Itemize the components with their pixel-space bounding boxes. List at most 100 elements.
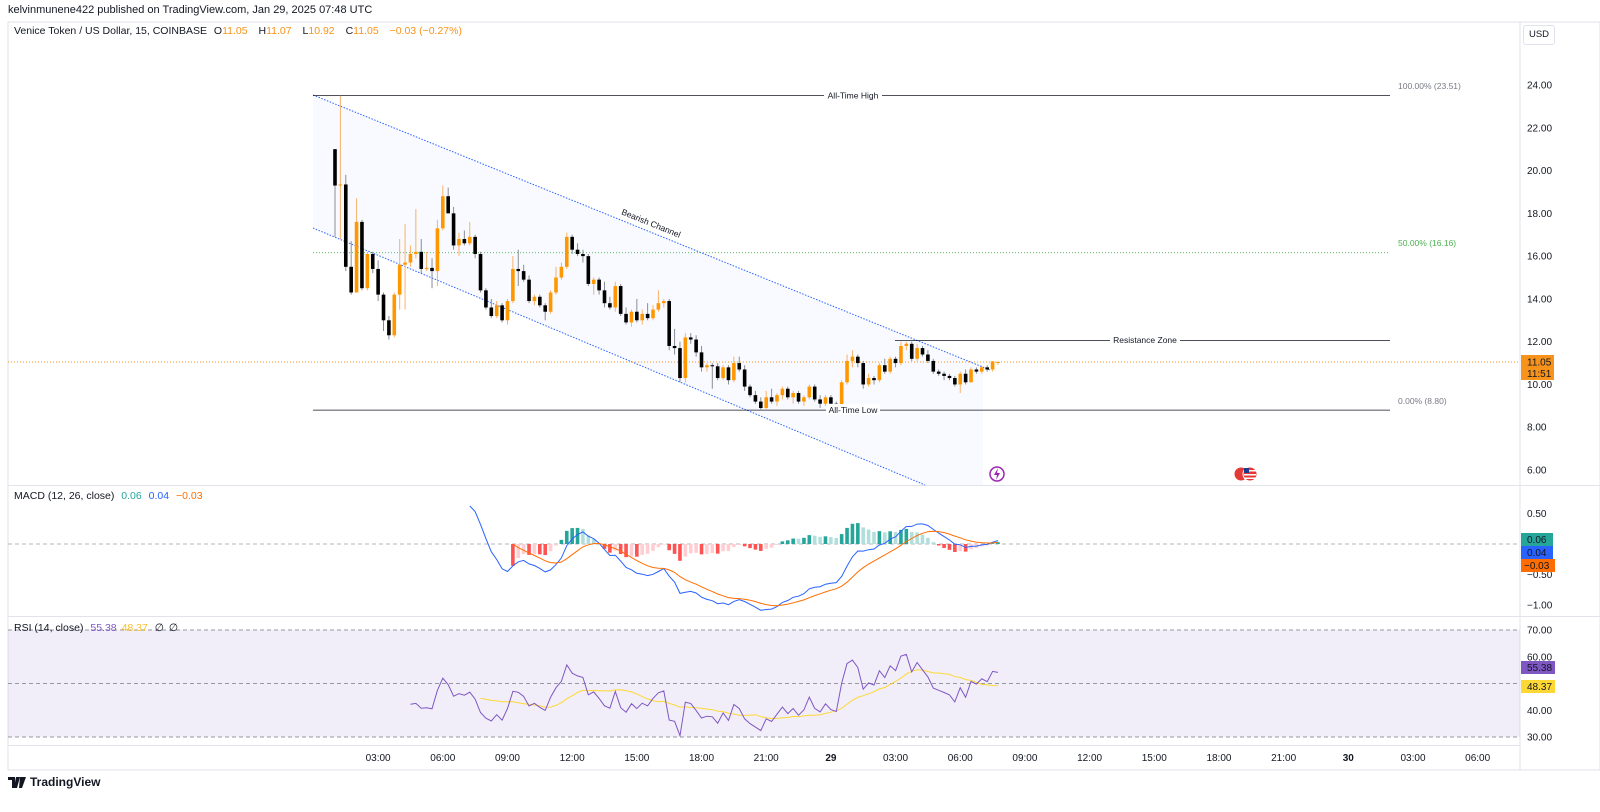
candle [726, 365, 731, 385]
candle-body [963, 373, 968, 383]
rsi-axis-label: 40.00 [1527, 706, 1552, 717]
all-time-low-label: All-Time Low [829, 405, 879, 415]
price-axis-label: 6.00 [1527, 466, 1547, 477]
candle-body [559, 266, 564, 278]
macd-histogram-bar [942, 544, 946, 548]
us-flag-event-icon[interactable] [1233, 466, 1258, 482]
candle [484, 288, 488, 310]
tradingview-logo-text: TradingView [30, 775, 101, 789]
bearish-channel[interactable] [312, 94, 991, 486]
candle [548, 290, 553, 314]
candle [872, 375, 876, 385]
axes: 24.00 22.00 20.00 18.00 16.00 14.00 12.00 10.00… [366, 81, 1553, 765]
candle [769, 388, 774, 404]
candle-body [489, 307, 494, 317]
macd-histogram-bar [882, 532, 887, 544]
macd-histogram-bar [564, 530, 569, 544]
price-axis-label: 20.00 [1527, 166, 1552, 177]
macd-legend[interactable]: MACD (12, 26, close) 0.06 0.04 −0.03 [14, 490, 203, 502]
candle-body [856, 356, 860, 364]
currency-button[interactable]: USD [1523, 25, 1555, 45]
candle-body [376, 268, 380, 295]
candle-body [764, 397, 768, 408]
candle-body [597, 279, 601, 291]
candle-body [538, 296, 542, 306]
candle-body [430, 267, 434, 272]
candle-body [829, 397, 833, 404]
rsi-legend[interactable]: RSI (14, close) 55.38 48.37 ∅ ∅ [14, 622, 178, 634]
macd-histogram-bar [575, 527, 580, 544]
macd-histogram-bar [694, 544, 698, 553]
candle [575, 243, 580, 257]
macd-histogram-bar [667, 544, 671, 551]
candle [926, 350, 930, 364]
candle-body [403, 262, 407, 265]
candle-body [370, 253, 375, 269]
rsi-band [8, 629, 1520, 738]
lightning-event-icon[interactable] [989, 466, 1005, 482]
candle-body [807, 386, 812, 398]
candle-body [532, 296, 537, 302]
macd-histogram-bar [953, 544, 957, 552]
channel-fill [313, 95, 983, 485]
publisher-line: kelvinmunene422 published on TradingView… [8, 4, 373, 16]
candle-body [500, 305, 504, 321]
macd-histogram-bar [866, 529, 871, 544]
candle-body [608, 303, 612, 308]
time-axis-label: 15:00 [1142, 753, 1167, 764]
last-price: 11.05 [1527, 358, 1552, 369]
candle-body [866, 378, 871, 385]
candle [392, 292, 397, 338]
candle-body [381, 294, 386, 321]
time-axis-label: 09:00 [495, 753, 520, 764]
macd-histogram-bar [807, 535, 812, 544]
candle [678, 341, 682, 383]
candle-body [732, 363, 736, 381]
candle [656, 290, 661, 312]
macd-histogram-bar [764, 544, 768, 549]
macd-histogram-bar [570, 528, 574, 544]
macd-histogram-bar [936, 544, 941, 546]
candle-body [467, 236, 472, 244]
candle [586, 253, 591, 287]
candle-body [591, 279, 596, 284]
macd-histogram-bar [581, 528, 585, 544]
macd-histogram-bar [661, 544, 666, 545]
candle [990, 360, 995, 372]
candle-body [839, 382, 844, 406]
candle-body [414, 251, 418, 254]
macd-histogram-bar [990, 543, 995, 544]
macd-line-value: 0.04 [148, 490, 170, 502]
candle-body [877, 365, 882, 381]
candle [635, 298, 639, 323]
candle-body [699, 352, 704, 368]
macd-histogram-bar [586, 535, 591, 544]
candle [608, 296, 612, 310]
candle-body [996, 362, 1000, 364]
candle [505, 298, 510, 325]
open-value: 11.05 [222, 25, 248, 37]
candle-body [915, 348, 919, 359]
rsi-value: 55.38 [90, 622, 117, 634]
candle-body [985, 367, 989, 370]
macd-histogram-bar [737, 544, 742, 546]
candle-body [769, 397, 774, 402]
candle [732, 356, 736, 383]
fib-0-label: 0.00% (8.80) [1398, 396, 1447, 406]
candle-body [473, 236, 477, 254]
candle [748, 384, 752, 398]
time-axis-label: 03:00 [883, 753, 908, 764]
macd-histogram-bar [618, 544, 623, 555]
macd-histogram-bar [834, 537, 839, 544]
candle-body [441, 196, 445, 229]
candle [888, 356, 892, 374]
candle [457, 232, 461, 257]
price-axis-label: 24.00 [1527, 81, 1552, 92]
tradingview-logo[interactable]: TradingView [8, 775, 100, 789]
candle [947, 373, 952, 381]
candle-body [516, 268, 521, 272]
macd-histogram-bar [742, 544, 747, 547]
candle [446, 187, 450, 214]
candle [640, 309, 645, 325]
